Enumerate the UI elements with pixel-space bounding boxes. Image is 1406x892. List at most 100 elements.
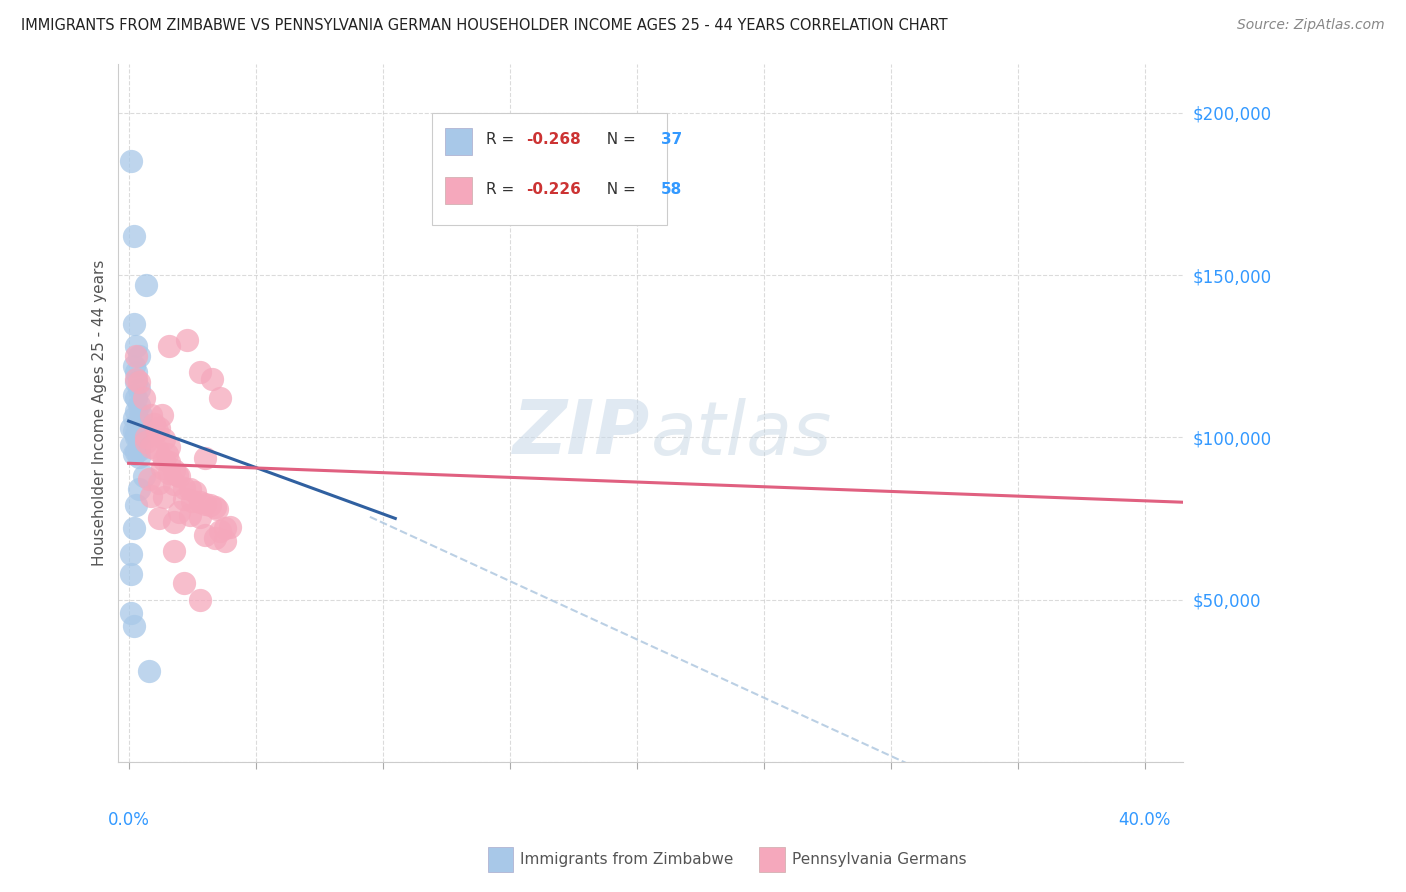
Text: -0.226: -0.226 bbox=[526, 182, 581, 196]
Text: 40.0%: 40.0% bbox=[1118, 811, 1171, 829]
Point bbox=[125, 404, 148, 418]
Point bbox=[132, 392, 155, 406]
Point bbox=[150, 461, 173, 475]
Point bbox=[125, 365, 148, 379]
Point bbox=[188, 495, 211, 509]
Text: IMMIGRANTS FROM ZIMBABWE VS PENNSYLVANIA GERMAN HOUSEHOLDER INCOME AGES 25 - 44 : IMMIGRANTS FROM ZIMBABWE VS PENNSYLVANIA… bbox=[21, 18, 948, 33]
Point bbox=[125, 349, 148, 363]
Point bbox=[183, 485, 205, 500]
Point bbox=[122, 229, 145, 244]
Point bbox=[125, 499, 148, 513]
Point bbox=[138, 473, 160, 487]
Point bbox=[157, 339, 180, 353]
Point bbox=[138, 664, 160, 678]
Point bbox=[122, 618, 145, 632]
FancyBboxPatch shape bbox=[446, 177, 472, 204]
Text: -0.268: -0.268 bbox=[526, 133, 581, 147]
FancyBboxPatch shape bbox=[433, 113, 666, 225]
Point bbox=[157, 455, 180, 469]
Text: ZIP: ZIP bbox=[513, 398, 651, 470]
Point bbox=[188, 509, 211, 524]
Point bbox=[122, 359, 145, 373]
Point bbox=[150, 408, 173, 422]
Point bbox=[163, 463, 186, 477]
Point bbox=[169, 505, 191, 519]
Point bbox=[145, 424, 167, 438]
Point bbox=[157, 440, 180, 454]
Point bbox=[214, 534, 236, 549]
Text: 37: 37 bbox=[661, 133, 682, 147]
Point bbox=[173, 491, 195, 506]
Point bbox=[169, 469, 191, 483]
Point bbox=[204, 500, 226, 514]
Point bbox=[179, 508, 201, 523]
Point bbox=[173, 576, 195, 591]
Point bbox=[214, 521, 236, 535]
Point bbox=[128, 434, 150, 448]
Point bbox=[207, 501, 229, 516]
Point bbox=[219, 519, 242, 533]
Point bbox=[204, 531, 226, 545]
Point bbox=[135, 277, 157, 292]
Point bbox=[120, 606, 142, 620]
Point bbox=[128, 382, 150, 396]
Point bbox=[141, 489, 163, 503]
Point bbox=[125, 372, 148, 386]
Point bbox=[122, 410, 145, 425]
Point bbox=[129, 417, 152, 432]
Point bbox=[125, 392, 148, 406]
Point bbox=[120, 566, 142, 581]
Point bbox=[153, 432, 176, 446]
Point bbox=[143, 417, 166, 432]
Text: Pennsylvania Germans: Pennsylvania Germans bbox=[792, 853, 966, 867]
Text: N =: N = bbox=[598, 182, 641, 196]
Point bbox=[125, 430, 148, 444]
Text: atlas: atlas bbox=[651, 398, 832, 470]
Point bbox=[188, 592, 211, 607]
Point bbox=[128, 443, 150, 458]
Point bbox=[148, 420, 170, 434]
Point bbox=[120, 438, 142, 452]
Point bbox=[128, 375, 150, 389]
Point bbox=[128, 450, 150, 464]
FancyBboxPatch shape bbox=[446, 128, 472, 155]
Text: R =: R = bbox=[485, 182, 519, 196]
Point bbox=[125, 375, 148, 389]
Point bbox=[122, 317, 145, 331]
Point bbox=[122, 521, 145, 535]
Text: R =: R = bbox=[485, 133, 519, 147]
Point bbox=[194, 527, 217, 541]
Point bbox=[208, 392, 231, 406]
Text: 0.0%: 0.0% bbox=[108, 811, 149, 829]
Point bbox=[153, 453, 176, 467]
Point bbox=[208, 524, 231, 539]
Point bbox=[194, 451, 217, 466]
Point bbox=[166, 467, 188, 482]
Point bbox=[135, 430, 157, 444]
Text: Immigrants from Zimbabwe: Immigrants from Zimbabwe bbox=[520, 853, 734, 867]
Point bbox=[163, 515, 186, 529]
Point bbox=[181, 493, 204, 508]
Point bbox=[125, 445, 148, 459]
Point bbox=[120, 420, 142, 434]
Point bbox=[129, 408, 152, 422]
Point bbox=[122, 388, 145, 402]
Point bbox=[122, 424, 145, 438]
Point bbox=[132, 469, 155, 483]
Point bbox=[173, 481, 195, 495]
Point bbox=[125, 427, 148, 442]
Point bbox=[163, 544, 186, 558]
Point bbox=[201, 372, 224, 386]
Point bbox=[157, 466, 180, 480]
Point bbox=[128, 414, 150, 428]
Point bbox=[188, 365, 211, 379]
Point bbox=[120, 154, 142, 169]
Point bbox=[128, 349, 150, 363]
Point bbox=[153, 491, 176, 505]
Text: N =: N = bbox=[598, 133, 641, 147]
Point bbox=[194, 497, 217, 511]
Text: 58: 58 bbox=[661, 182, 682, 196]
Point bbox=[176, 333, 198, 347]
Point bbox=[122, 446, 145, 460]
Point bbox=[198, 499, 221, 513]
